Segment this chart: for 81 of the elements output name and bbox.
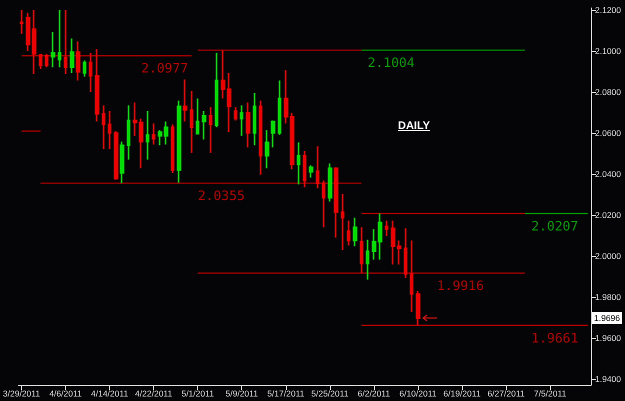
- x-tick-label: 5/25/2011: [311, 388, 349, 398]
- candlestick: [196, 98, 200, 135]
- candlestick: [416, 290, 420, 326]
- candlestick: [50, 31, 56, 68]
- candlestick: [44, 53, 48, 68]
- candlestick: [264, 129, 270, 169]
- x-tick-label: 5/17/2011: [267, 388, 305, 398]
- y-tick-label: 1.9400: [595, 374, 622, 384]
- candlestick: [328, 162, 332, 202]
- candlestick: [20, 9, 24, 35]
- candlestick: [146, 110, 150, 160]
- candlestick: [366, 238, 370, 280]
- candlestick: [64, 9, 68, 75]
- candlestick: [278, 80, 282, 136]
- candlestick: [208, 106, 212, 154]
- candlestick: [94, 48, 100, 122]
- y-tick-label: 2.0800: [595, 87, 622, 98]
- candlestick: [70, 38, 74, 74]
- candlestick: [316, 146, 320, 190]
- candlestick: [334, 166, 338, 238]
- y-tick-label: 2.0600: [595, 128, 622, 138]
- candlestick: [296, 142, 300, 186]
- candlestick: [246, 102, 250, 148]
- x-tick-label: 5/9/2011: [226, 388, 258, 398]
- candlestick: [202, 110, 206, 140]
- candlestick: [152, 122, 156, 146]
- candlestick: [102, 104, 106, 150]
- x-tick-label: 3/29/2011: [2, 388, 40, 398]
- y-tick-label: 1.9800: [595, 292, 622, 302]
- x-tick-label: 7/5/2011: [534, 388, 567, 398]
- x-tick-label: 6/10/2011: [399, 388, 437, 398]
- data-label: 2.0207: [531, 220, 578, 235]
- x-tick-label: 6/19/2011: [443, 388, 481, 398]
- y-tick-label: 2.0200: [595, 210, 622, 220]
- data-label: 2.1004: [368, 56, 415, 72]
- y-tick-label: 2.1000: [595, 46, 622, 56]
- candlestick: [126, 104, 130, 160]
- candlestick: [302, 150, 306, 188]
- candlestick: [410, 240, 414, 313]
- candlestick: [346, 220, 350, 246]
- candlestick: [170, 124, 174, 174]
- candlestick: [308, 164, 314, 178]
- candlestick: [58, 9, 62, 68]
- annotation: DAILY: [398, 120, 430, 132]
- data-label: 1.9916: [436, 279, 484, 294]
- candlestick: [182, 78, 188, 122]
- x-tick-label: 4/6/2011: [49, 388, 82, 398]
- annotation: 1.9696: [592, 312, 622, 324]
- x-tick-label: 4/14/2011: [91, 388, 128, 398]
- data-label: 2.0977: [141, 62, 188, 77]
- candlestick: [270, 120, 276, 148]
- candlestick: [38, 53, 42, 70]
- candlestick: [82, 60, 86, 78]
- data-label: 2.0355: [198, 189, 245, 204]
- candlestick: [190, 90, 194, 154]
- candlestick: [404, 228, 408, 279]
- candlestick: [234, 106, 238, 122]
- candlestick: [114, 130, 118, 180]
- candlestick: [322, 180, 326, 228]
- candlestick: [76, 40, 80, 82]
- y-tick-label: 1.9600: [595, 332, 622, 343]
- candlestick: [108, 110, 112, 150]
- candlestick: [240, 104, 244, 137]
- candlestick: [384, 220, 388, 237]
- y-tick-label: 2.0000: [595, 250, 622, 261]
- y-tick-label: 2.1200: [595, 5, 622, 16]
- x-tick-label: 4/22/2011: [135, 388, 173, 398]
- candlestick: [88, 52, 92, 93]
- candlestick: [340, 193, 344, 251]
- candlestick: [176, 100, 182, 184]
- x-tick-label: 6/27/2011: [487, 388, 525, 398]
- data-label: 1.9661: [531, 331, 578, 346]
- candlestick: [120, 140, 124, 184]
- x-tick-label: 5/1/2011: [181, 388, 214, 398]
- y-tick-label: 2.0400: [595, 168, 622, 179]
- candlestick: [352, 217, 358, 248]
- candlestick: [360, 226, 364, 274]
- candlestick: [252, 92, 256, 146]
- candlestick: [258, 100, 262, 176]
- x-tick-label: 6/2/2011: [358, 388, 390, 398]
- candlestick: [214, 52, 218, 128]
